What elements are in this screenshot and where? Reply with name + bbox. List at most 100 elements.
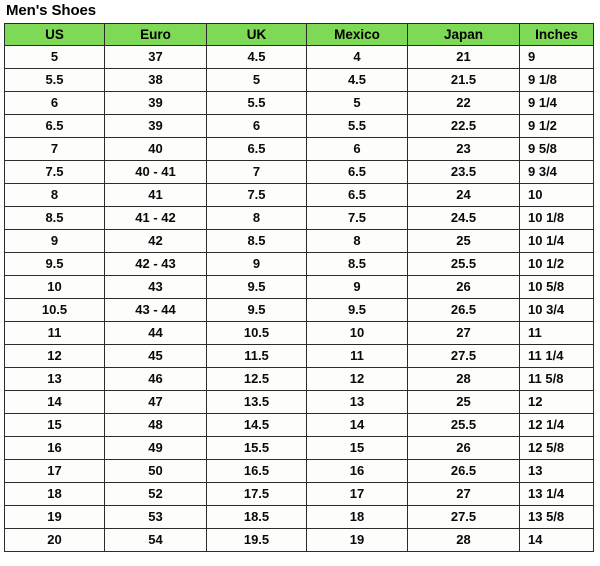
cell-inches: 10 xyxy=(519,183,594,207)
cell-us: 5 xyxy=(4,45,105,69)
cell-euro: 44 xyxy=(104,321,207,345)
table-row: 5 37 4.5 4 21 9 xyxy=(4,45,594,69)
cell-euro: 42 xyxy=(104,229,207,253)
cell-uk: 6 xyxy=(206,114,307,138)
cell-uk: 5.5 xyxy=(206,91,307,115)
cell-euro: 41 - 42 xyxy=(104,206,207,230)
cell-uk: 7.5 xyxy=(206,183,307,207)
cell-uk: 17.5 xyxy=(206,482,307,506)
cell-euro: 42 - 43 xyxy=(104,252,207,276)
cell-japan: 27 xyxy=(407,321,520,345)
cell-mexico: 6.5 xyxy=(306,183,408,207)
cell-inches: 10 1/8 xyxy=(519,206,594,230)
table-row: 13 46 12.5 12 28 11 5/8 xyxy=(4,367,594,391)
cell-us: 11 xyxy=(4,321,105,345)
table-row: 9.5 42 - 43 9 8.5 25.5 10 1/2 xyxy=(4,252,594,276)
cell-euro: 48 xyxy=(104,413,207,437)
table-row: 7 40 6.5 6 23 9 5/8 xyxy=(4,137,594,161)
cell-inches: 10 1/2 xyxy=(519,252,594,276)
cell-mexico: 11 xyxy=(306,344,408,368)
cell-uk: 6.5 xyxy=(206,137,307,161)
cell-us: 10 xyxy=(4,275,105,299)
cell-us: 17 xyxy=(4,459,105,483)
cell-mexico: 6 xyxy=(306,137,408,161)
cell-us: 6 xyxy=(4,91,105,115)
cell-japan: 23.5 xyxy=(407,160,520,184)
cell-euro: 50 xyxy=(104,459,207,483)
cell-uk: 19.5 xyxy=(206,528,307,552)
cell-us: 19 xyxy=(4,505,105,529)
cell-inches: 12 5/8 xyxy=(519,436,594,460)
cell-japan: 26.5 xyxy=(407,459,520,483)
cell-uk: 16.5 xyxy=(206,459,307,483)
cell-japan: 28 xyxy=(407,528,520,552)
cell-mexico: 16 xyxy=(306,459,408,483)
cell-euro: 38 xyxy=(104,68,207,92)
table-row: 14 47 13.5 13 25 12 xyxy=(4,390,594,414)
cell-us: 15 xyxy=(4,413,105,437)
table-row: 5.5 38 5 4.5 21.5 9 1/8 xyxy=(4,68,594,92)
cell-inches: 9 1/8 xyxy=(519,68,594,92)
cell-inches: 11 5/8 xyxy=(519,367,594,391)
cell-us: 16 xyxy=(4,436,105,460)
cell-uk: 14.5 xyxy=(206,413,307,437)
cell-uk: 9.5 xyxy=(206,298,307,322)
cell-euro: 41 xyxy=(104,183,207,207)
cell-japan: 26.5 xyxy=(407,298,520,322)
column-header-japan[interactable]: Japan xyxy=(407,23,520,46)
column-header-mexico[interactable]: Mexico xyxy=(306,23,408,46)
cell-uk: 8.5 xyxy=(206,229,307,253)
cell-mexico: 15 xyxy=(306,436,408,460)
cell-euro: 40 xyxy=(104,137,207,161)
table-row: 7.5 40 - 41 7 6.5 23.5 9 3/4 xyxy=(4,160,594,184)
cell-inches: 9 1/4 xyxy=(519,91,594,115)
cell-us: 14 xyxy=(4,390,105,414)
cell-uk: 4.5 xyxy=(206,45,307,69)
cell-mexico: 10 xyxy=(306,321,408,345)
cell-mexico: 5.5 xyxy=(306,114,408,138)
cell-japan: 25 xyxy=(407,229,520,253)
column-header-inches[interactable]: Inches xyxy=(519,23,594,46)
cell-euro: 49 xyxy=(104,436,207,460)
page-title: Men's Shoes xyxy=(6,2,96,19)
cell-uk: 9 xyxy=(206,252,307,276)
cell-inches: 13 1/4 xyxy=(519,482,594,506)
table-row: 16 49 15.5 15 26 12 5/8 xyxy=(4,436,594,460)
cell-japan: 27 xyxy=(407,482,520,506)
cell-japan: 24.5 xyxy=(407,206,520,230)
cell-us: 12 xyxy=(4,344,105,368)
cell-uk: 5 xyxy=(206,68,307,92)
cell-euro: 43 xyxy=(104,275,207,299)
cell-euro: 40 - 41 xyxy=(104,160,207,184)
cell-euro: 46 xyxy=(104,367,207,391)
cell-japan: 28 xyxy=(407,367,520,391)
column-header-us[interactable]: US xyxy=(4,23,105,46)
cell-japan: 27.5 xyxy=(407,344,520,368)
column-header-euro[interactable]: Euro xyxy=(104,23,207,46)
cell-japan: 24 xyxy=(407,183,520,207)
cell-euro: 39 xyxy=(104,91,207,115)
cell-us: 18 xyxy=(4,482,105,506)
shoe-size-table: US Euro UK Mexico Japan Inches 5 37 4.5 4 21… xyxy=(4,23,594,552)
table-row: 8 41 7.5 6.5 24 10 xyxy=(4,183,594,207)
cell-mexico: 18 xyxy=(306,505,408,529)
cell-uk: 15.5 xyxy=(206,436,307,460)
cell-inches: 12 xyxy=(519,390,594,414)
cell-us: 8 xyxy=(4,183,105,207)
table-row: 10 43 9.5 9 26 10 5/8 xyxy=(4,275,594,299)
cell-inches: 10 1/4 xyxy=(519,229,594,253)
cell-uk: 8 xyxy=(206,206,307,230)
table-header: US Euro UK Mexico Japan Inches xyxy=(4,23,594,46)
cell-us: 9.5 xyxy=(4,252,105,276)
cell-inches: 9 5/8 xyxy=(519,137,594,161)
cell-us: 10.5 xyxy=(4,298,105,322)
cell-mexico: 7.5 xyxy=(306,206,408,230)
cell-euro: 52 xyxy=(104,482,207,506)
cell-mexico: 4.5 xyxy=(306,68,408,92)
column-header-uk[interactable]: UK xyxy=(206,23,307,46)
cell-uk: 7 xyxy=(206,160,307,184)
table-row: 12 45 11.5 11 27.5 11 1/4 xyxy=(4,344,594,368)
table-row: 10.5 43 - 44 9.5 9.5 26.5 10 3/4 xyxy=(4,298,594,322)
cell-inches: 14 xyxy=(519,528,594,552)
